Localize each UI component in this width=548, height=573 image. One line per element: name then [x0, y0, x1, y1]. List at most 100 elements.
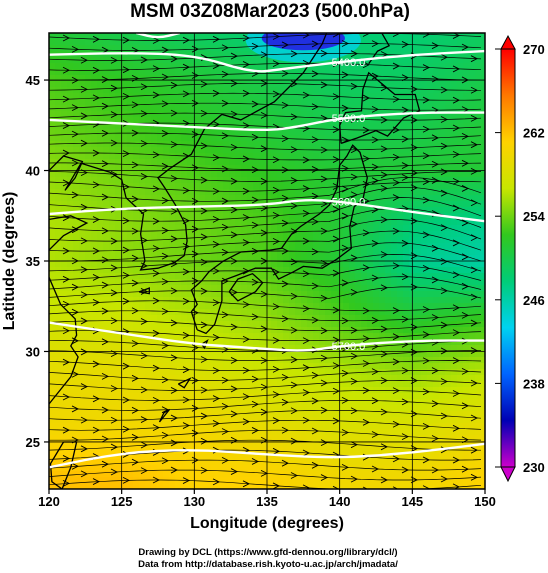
- shading-cell: [433, 423, 440, 430]
- shading-cell: [169, 279, 176, 286]
- shading-cell: [445, 399, 452, 406]
- shading-cell: [289, 267, 296, 274]
- shading-cell: [73, 381, 80, 388]
- shading-cell: [121, 129, 128, 136]
- shading-cell: [151, 285, 158, 292]
- shading-cell: [385, 201, 392, 208]
- shading-cell: [151, 339, 158, 346]
- shading-cell: [343, 69, 350, 76]
- shading-cell: [55, 357, 62, 364]
- shading-cell: [283, 339, 290, 346]
- shading-cell: [337, 189, 344, 196]
- shading-cell: [97, 249, 104, 256]
- shading-cell: [169, 177, 176, 184]
- shading-cell: [379, 393, 386, 400]
- shading-cell: [115, 327, 122, 334]
- shading-cell: [169, 93, 176, 100]
- shading-cell: [307, 345, 314, 352]
- shading-cell: [277, 99, 284, 106]
- shading-cell: [421, 261, 428, 268]
- shading-cell: [97, 321, 104, 328]
- shading-cell: [331, 411, 338, 418]
- shading-cell: [187, 333, 194, 340]
- shading-cell: [235, 375, 242, 382]
- shading-cell: [463, 75, 470, 82]
- shading-cell: [235, 195, 242, 202]
- shading-cell: [457, 327, 464, 334]
- shading-cell: [379, 381, 386, 388]
- shading-cell: [199, 315, 206, 322]
- shading-cell: [61, 279, 68, 286]
- shading-cell: [91, 273, 98, 280]
- shading-cell: [235, 177, 242, 184]
- shading-cell: [481, 177, 485, 184]
- shading-cell: [391, 435, 398, 442]
- shading-cell: [301, 231, 308, 238]
- shading-cell: [469, 93, 476, 100]
- shading-cell: [349, 147, 356, 154]
- shading-cell: [109, 123, 116, 130]
- shading-cell: [85, 333, 92, 340]
- shading-cell: [289, 153, 296, 160]
- shading-cell: [217, 105, 224, 112]
- shading-cell: [103, 429, 110, 436]
- shading-cell: [373, 159, 380, 166]
- shading-cell: [421, 297, 428, 304]
- shading-cell: [301, 225, 308, 232]
- shading-cell: [97, 297, 104, 304]
- shading-cell: [349, 417, 356, 424]
- shading-cell: [235, 201, 242, 208]
- shading-cell: [415, 429, 422, 436]
- shading-cell: [403, 147, 410, 154]
- shading-cell: [79, 297, 86, 304]
- shading-cell: [277, 375, 284, 382]
- shading-cell: [133, 369, 140, 376]
- shading-cell: [55, 417, 62, 424]
- shading-cell: [85, 327, 92, 334]
- shading-cell: [391, 291, 398, 298]
- shading-cell: [349, 435, 356, 442]
- shading-cell: [61, 261, 68, 268]
- shading-cell: [391, 357, 398, 364]
- shading-cell: [115, 357, 122, 364]
- shading-cell: [163, 93, 170, 100]
- shading-cell: [67, 183, 74, 190]
- shading-cell: [235, 69, 242, 76]
- shading-cell: [373, 189, 380, 196]
- shading-cell: [295, 93, 302, 100]
- shading-cell: [67, 327, 74, 334]
- shading-cell: [361, 111, 368, 118]
- shading-cell: [85, 267, 92, 274]
- shading-cell: [319, 81, 326, 88]
- shading-cell: [97, 255, 104, 262]
- shading-cell: [127, 441, 134, 448]
- shading-cell: [463, 111, 470, 118]
- shading-cell: [97, 177, 104, 184]
- shading-cell: [451, 345, 458, 352]
- shading-cell: [73, 141, 80, 148]
- shading-cell: [157, 69, 164, 76]
- shading-cell: [253, 171, 260, 178]
- shading-cell: [235, 393, 242, 400]
- shading-cell: [271, 177, 278, 184]
- shading-cell: [403, 267, 410, 274]
- shading-cell: [301, 99, 308, 106]
- shading-cell: [337, 411, 344, 418]
- shading-cell: [373, 225, 380, 232]
- shading-cell: [115, 429, 122, 436]
- shading-cell: [427, 333, 434, 340]
- shading-cell: [61, 39, 68, 46]
- shading-cell: [307, 201, 314, 208]
- shading-cell: [235, 123, 242, 130]
- shading-cell: [205, 51, 212, 58]
- shading-cell: [277, 123, 284, 130]
- shading-cell: [127, 387, 134, 394]
- shading-cell: [319, 249, 326, 256]
- shading-cell: [469, 375, 476, 382]
- shading-cell: [481, 273, 485, 280]
- shading-cell: [337, 393, 344, 400]
- shading-cell: [73, 81, 80, 88]
- shading-cell: [85, 33, 92, 40]
- shading-cell: [67, 201, 74, 208]
- shading-cell: [133, 111, 140, 118]
